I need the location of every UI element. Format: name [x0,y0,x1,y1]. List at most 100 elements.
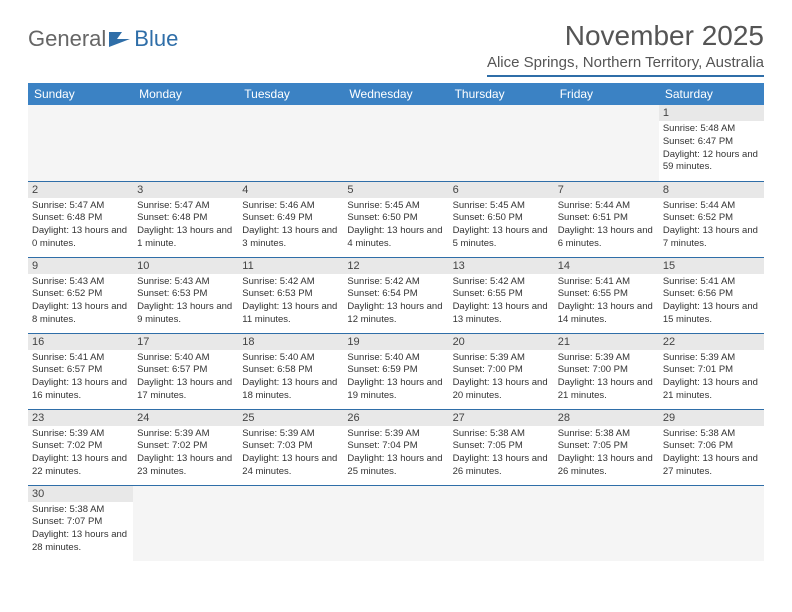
day-info: Sunrise: 5:38 AMSunset: 7:05 PMDaylight:… [453,428,550,479]
day-info: Sunrise: 5:43 AMSunset: 6:52 PMDaylight:… [32,276,129,327]
calendar-body: 1 Sunrise: 5:48 AMSunset: 6:47 PMDaylight… [28,105,764,561]
calendar-cell [28,105,133,181]
flag-icon [108,30,132,48]
day-number: 27 [449,410,554,426]
calendar-cell: 17Sunrise: 5:40 AMSunset: 6:57 PMDayligh… [133,333,238,409]
day-info: Sunrise: 5:47 AMSunset: 6:48 PMDaylight:… [137,200,234,251]
calendar-row: 2Sunrise: 5:47 AMSunset: 6:48 PMDaylight… [28,181,764,257]
calendar-cell: 24 Sunrise: 5:39 AMSunset: 7:02 PMDayligh… [133,409,238,485]
calendar-cell [449,105,554,181]
weekday-header: Saturday [659,83,764,105]
day-number: 5 [343,182,448,198]
calendar-cell: 9 Sunrise: 5:43 AMSunset: 6:52 PMDaylight… [28,257,133,333]
day-number: 19 [343,334,448,350]
day-number: 26 [343,410,448,426]
calendar-row: 16 Sunrise: 5:41 AMSunset: 6:57 PMDayligh… [28,333,764,409]
day-number: 25 [238,410,343,426]
day-number: 11 [238,258,343,274]
calendar-cell [343,485,448,561]
day-number: 13 [449,258,554,274]
calendar-cell: 29 Sunrise: 5:38 AMSunset: 7:06 PMDayligh… [659,409,764,485]
calendar-cell: 14 Sunrise: 5:41 AMSunset: 6:55 PMDayligh… [554,257,659,333]
calendar-cell: 1 Sunrise: 5:48 AMSunset: 6:47 PMDaylight… [659,105,764,181]
day-number: 4 [238,182,343,198]
calendar-cell: 10 Sunrise: 5:43 AMSunset: 6:53 PMDayligh… [133,257,238,333]
day-number: 8 [659,182,764,198]
day-info: Sunrise: 5:45 AMSunset: 6:50 PMDaylight:… [453,200,550,251]
day-info: Sunrise: 5:39 AMSunset: 7:00 PMDaylight:… [558,352,655,403]
month-title: November 2025 [487,20,764,52]
day-info: Sunrise: 5:43 AMSunset: 6:53 PMDaylight:… [137,276,234,327]
calendar-cell [133,105,238,181]
weekday-header: Friday [554,83,659,105]
weekday-header: Monday [133,83,238,105]
day-info: Sunrise: 5:39 AMSunset: 7:00 PMDaylight:… [453,352,550,403]
calendar-cell: 4Sunrise: 5:46 AMSunset: 6:49 PMDaylight… [238,181,343,257]
day-info: Sunrise: 5:40 AMSunset: 6:57 PMDaylight:… [137,352,234,403]
day-number: 22 [659,334,764,350]
title-block: November 2025 Alice Springs, Northern Te… [487,20,764,77]
day-info: Sunrise: 5:38 AMSunset: 7:05 PMDaylight:… [558,428,655,479]
calendar-cell [133,485,238,561]
day-info: Sunrise: 5:38 AMSunset: 7:07 PMDaylight:… [32,504,129,555]
day-info: Sunrise: 5:40 AMSunset: 6:59 PMDaylight:… [347,352,444,403]
calendar-cell: 8 Sunrise: 5:44 AMSunset: 6:52 PMDaylight… [659,181,764,257]
brand-part1: General [28,26,106,52]
day-number: 9 [28,258,133,274]
day-info: Sunrise: 5:45 AMSunset: 6:50 PMDaylight:… [347,200,444,251]
day-info: Sunrise: 5:39 AMSunset: 7:02 PMDaylight:… [32,428,129,479]
day-info: Sunrise: 5:42 AMSunset: 6:54 PMDaylight:… [347,276,444,327]
day-info: Sunrise: 5:44 AMSunset: 6:51 PMDaylight:… [558,200,655,251]
day-info: Sunrise: 5:38 AMSunset: 7:06 PMDaylight:… [663,428,760,479]
day-number: 28 [554,410,659,426]
day-number: 24 [133,410,238,426]
calendar-cell [343,105,448,181]
weekday-header: Tuesday [238,83,343,105]
day-info: Sunrise: 5:41 AMSunset: 6:56 PMDaylight:… [663,276,760,327]
calendar-cell: 22Sunrise: 5:39 AMSunset: 7:01 PMDayligh… [659,333,764,409]
calendar-cell: 16 Sunrise: 5:41 AMSunset: 6:57 PMDayligh… [28,333,133,409]
calendar-row: 1 Sunrise: 5:48 AMSunset: 6:47 PMDaylight… [28,105,764,181]
day-info: Sunrise: 5:39 AMSunset: 7:03 PMDaylight:… [242,428,339,479]
day-number: 20 [449,334,554,350]
calendar-cell: 30Sunrise: 5:38 AMSunset: 7:07 PMDayligh… [28,485,133,561]
day-number: 21 [554,334,659,350]
calendar-cell: 6Sunrise: 5:45 AMSunset: 6:50 PMDaylight… [449,181,554,257]
calendar-cell: 19 Sunrise: 5:40 AMSunset: 6:59 PMDayligh… [343,333,448,409]
day-info: Sunrise: 5:44 AMSunset: 6:52 PMDaylight:… [663,200,760,251]
day-number: 2 [28,182,133,198]
day-number: 18 [238,334,343,350]
day-info: Sunrise: 5:39 AMSunset: 7:02 PMDaylight:… [137,428,234,479]
day-number: 16 [28,334,133,350]
day-info: Sunrise: 5:48 AMSunset: 6:47 PMDaylight:… [663,123,760,174]
calendar-cell [554,105,659,181]
day-info: Sunrise: 5:39 AMSunset: 7:04 PMDaylight:… [347,428,444,479]
calendar-row: 30Sunrise: 5:38 AMSunset: 7:07 PMDayligh… [28,485,764,561]
day-number: 12 [343,258,448,274]
calendar-cell: 28 Sunrise: 5:38 AMSunset: 7:05 PMDayligh… [554,409,659,485]
day-number: 10 [133,258,238,274]
calendar-table: SundayMondayTuesdayWednesdayThursdayFrid… [28,83,764,561]
day-info: Sunrise: 5:42 AMSunset: 6:55 PMDaylight:… [453,276,550,327]
calendar-cell: 27 Sunrise: 5:38 AMSunset: 7:05 PMDayligh… [449,409,554,485]
day-number: 3 [133,182,238,198]
day-number: 1 [659,105,764,121]
calendar-page: General Blue November 2025 Alice Springs… [0,0,792,581]
day-number: 29 [659,410,764,426]
calendar-cell: 12 Sunrise: 5:42 AMSunset: 6:54 PMDayligh… [343,257,448,333]
day-info: Sunrise: 5:47 AMSunset: 6:48 PMDaylight:… [32,200,129,251]
weekday-header: Sunday [28,83,133,105]
calendar-cell: 7Sunrise: 5:44 AMSunset: 6:51 PMDaylight… [554,181,659,257]
calendar-cell: 13 Sunrise: 5:42 AMSunset: 6:55 PMDayligh… [449,257,554,333]
header: General Blue November 2025 Alice Springs… [28,20,764,77]
day-info: Sunrise: 5:41 AMSunset: 6:55 PMDaylight:… [558,276,655,327]
calendar-cell: 5 Sunrise: 5:45 AMSunset: 6:50 PMDaylight… [343,181,448,257]
calendar-cell: 3 Sunrise: 5:47 AMSunset: 6:48 PMDaylight… [133,181,238,257]
day-number: 14 [554,258,659,274]
day-info: Sunrise: 5:41 AMSunset: 6:57 PMDaylight:… [32,352,129,403]
calendar-cell: 25 Sunrise: 5:39 AMSunset: 7:03 PMDayligh… [238,409,343,485]
calendar-row: 9 Sunrise: 5:43 AMSunset: 6:52 PMDaylight… [28,257,764,333]
location: Alice Springs, Northern Territory, Austr… [487,54,764,77]
calendar-cell: 23Sunrise: 5:39 AMSunset: 7:02 PMDayligh… [28,409,133,485]
day-info: Sunrise: 5:40 AMSunset: 6:58 PMDaylight:… [242,352,339,403]
